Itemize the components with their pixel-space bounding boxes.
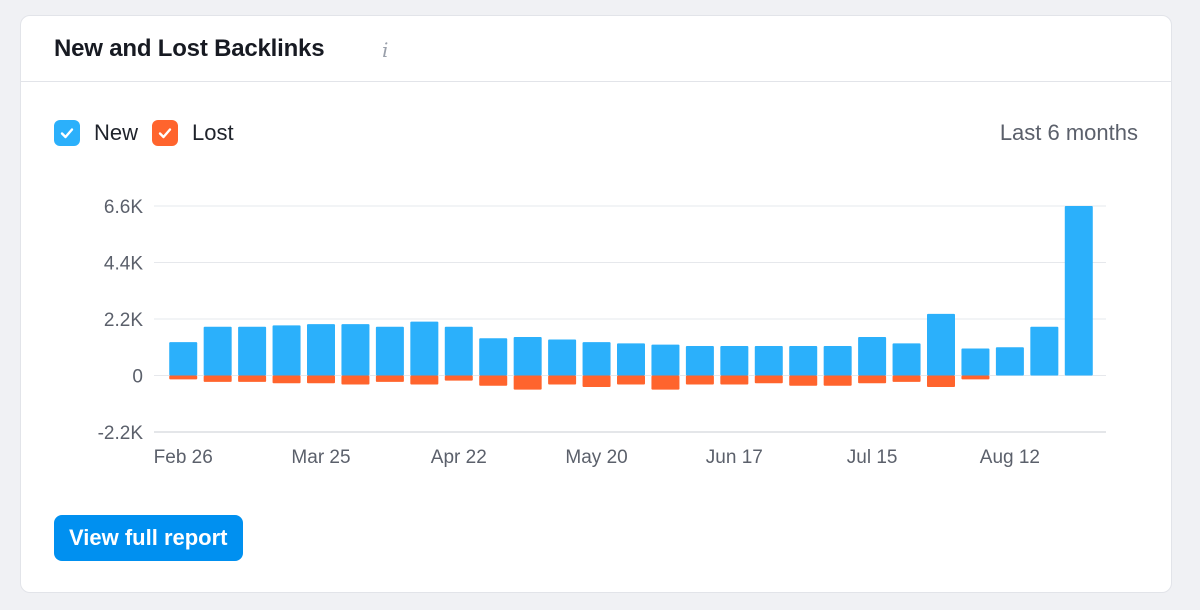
x-tick-label: Jun 17: [706, 447, 763, 468]
x-tick-label: Mar 25: [291, 447, 350, 468]
info-icon[interactable]: i: [382, 38, 389, 62]
bar-new: [410, 321, 439, 376]
bar-lost: [754, 375, 783, 384]
bar-new: [444, 326, 473, 376]
bar-lost: [823, 375, 852, 386]
bar-lost: [479, 375, 508, 386]
bar-lost: [548, 375, 577, 385]
bar-lost: [685, 375, 714, 385]
bar-lost: [444, 375, 473, 381]
y-tick-label: 4.4K: [104, 254, 143, 275]
bar-lost: [169, 375, 198, 380]
y-tick-label: 0: [132, 367, 143, 388]
bar-new: [238, 326, 267, 376]
backlinks-widget: New and Lost Backlinks i New Lost Last 6…: [20, 15, 1172, 593]
bar-new: [169, 342, 198, 376]
legend-item-lost[interactable]: Lost: [152, 120, 234, 146]
x-tick-label: Apr 22: [431, 447, 487, 468]
bar-new: [307, 324, 335, 376]
y-tick-label: 6.6K: [104, 197, 143, 218]
bar-new: [651, 344, 680, 376]
bar-lost: [341, 375, 370, 385]
bar-lost: [927, 375, 955, 388]
legend-item-new[interactable]: New: [54, 120, 138, 146]
bar-lost: [651, 375, 680, 390]
widget-title: New and Lost Backlinks: [54, 35, 325, 62]
y-tick-label: 2.2K: [104, 310, 143, 331]
x-tick-label: Jul 15: [847, 447, 898, 468]
bar-new: [272, 325, 301, 376]
bar-new: [789, 345, 818, 376]
bar-lost: [720, 375, 749, 385]
bar-new: [513, 336, 542, 376]
bar-lost: [961, 375, 990, 380]
view-full-report-button[interactable]: View full report: [54, 515, 243, 561]
bar-new: [479, 338, 508, 376]
legend-lost-label: Lost: [192, 120, 234, 145]
bar-lost: [238, 375, 267, 382]
checkmark-icon: [158, 128, 172, 139]
bar-new: [1064, 206, 1093, 376]
backlinks-bar-chart: 6.6K 4.4K 2.2K 0 -2.2K Feb 26 Mar 25 Apr 22 May …: [98, 197, 1106, 468]
legend-new-label: New: [94, 120, 139, 145]
bar-new: [927, 313, 955, 376]
bar-new: [995, 347, 1024, 376]
bar-lost: [410, 375, 439, 385]
bar-new: [375, 326, 404, 376]
bar-lost: [789, 375, 818, 386]
period-selector[interactable]: Last 6 months: [999, 120, 1138, 145]
bar-new: [341, 324, 370, 376]
bar-lost: [513, 375, 542, 390]
bar-new: [582, 342, 611, 376]
x-tick-label: Aug 12: [980, 447, 1040, 468]
bar-new: [823, 345, 852, 376]
bar-lost: [617, 375, 645, 385]
bar-new: [961, 348, 990, 376]
widget-header: New and Lost Backlinks i: [21, 16, 1171, 82]
bar-new: [685, 345, 714, 376]
bar-new: [548, 339, 577, 376]
bar-lost: [892, 375, 921, 382]
bar-new: [858, 336, 887, 376]
bar-lost: [858, 375, 887, 384]
chart-legend: New Lost: [54, 119, 248, 147]
bar-lost: [307, 375, 335, 384]
bar-new: [892, 343, 921, 376]
x-tick-label: May 20: [565, 447, 627, 468]
legend-lost-checkbox[interactable]: [152, 120, 179, 146]
bar-new: [720, 345, 749, 376]
bar-lost: [203, 375, 232, 382]
checkmark-icon: [60, 128, 74, 139]
bar-new: [203, 326, 232, 376]
bar-new: [754, 345, 783, 376]
y-tick-label: -2.2K: [98, 423, 144, 444]
bar-new: [1030, 326, 1059, 376]
x-tick-label: Feb 26: [154, 447, 213, 468]
bar-lost: [582, 375, 611, 388]
bar-lost: [375, 375, 404, 382]
bar-lost: [272, 375, 301, 384]
bar-new: [617, 343, 645, 376]
legend-new-checkbox[interactable]: [54, 120, 80, 146]
